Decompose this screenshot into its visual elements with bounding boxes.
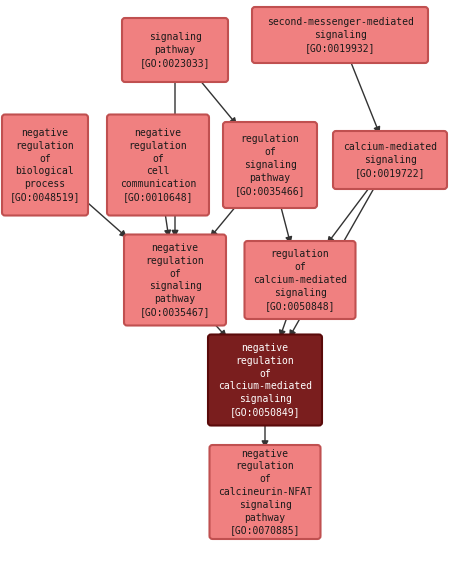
Text: negative
regulation
of
calcium-mediated
signaling
[GO:0050849]: negative regulation of calcium-mediated … [218,343,312,417]
FancyBboxPatch shape [333,131,447,189]
Text: negative
regulation
of
biological
process
[GO:0048519]: negative regulation of biological proces… [10,128,80,202]
FancyBboxPatch shape [107,114,209,216]
Text: negative
regulation
of
calcineurin-NFAT
signaling
pathway
[GO:0070885]: negative regulation of calcineurin-NFAT … [218,449,312,535]
FancyBboxPatch shape [252,7,428,63]
FancyBboxPatch shape [122,18,228,82]
Text: calcium-mediated
signaling
[GO:0019722]: calcium-mediated signaling [GO:0019722] [343,142,437,178]
FancyBboxPatch shape [208,334,322,426]
FancyBboxPatch shape [245,241,355,319]
FancyBboxPatch shape [223,122,317,208]
Text: signaling
pathway
[GO:0023033]: signaling pathway [GO:0023033] [140,32,210,68]
Text: negative
regulation
of
signaling
pathway
[GO:0035467]: negative regulation of signaling pathway… [140,243,210,317]
Text: regulation
of
calcium-mediated
signaling
[GO:0050848]: regulation of calcium-mediated signaling… [253,249,347,311]
FancyBboxPatch shape [2,114,88,216]
FancyBboxPatch shape [209,445,321,539]
Text: negative
regulation
of
cell
communication
[GO:0010648]: negative regulation of cell communicatio… [120,128,196,202]
Text: second-messenger-mediated
signaling
[GO:0019932]: second-messenger-mediated signaling [GO:… [267,17,414,53]
Text: regulation
of
signaling
pathway
[GO:0035466]: regulation of signaling pathway [GO:0035… [235,135,305,195]
FancyBboxPatch shape [124,235,226,325]
